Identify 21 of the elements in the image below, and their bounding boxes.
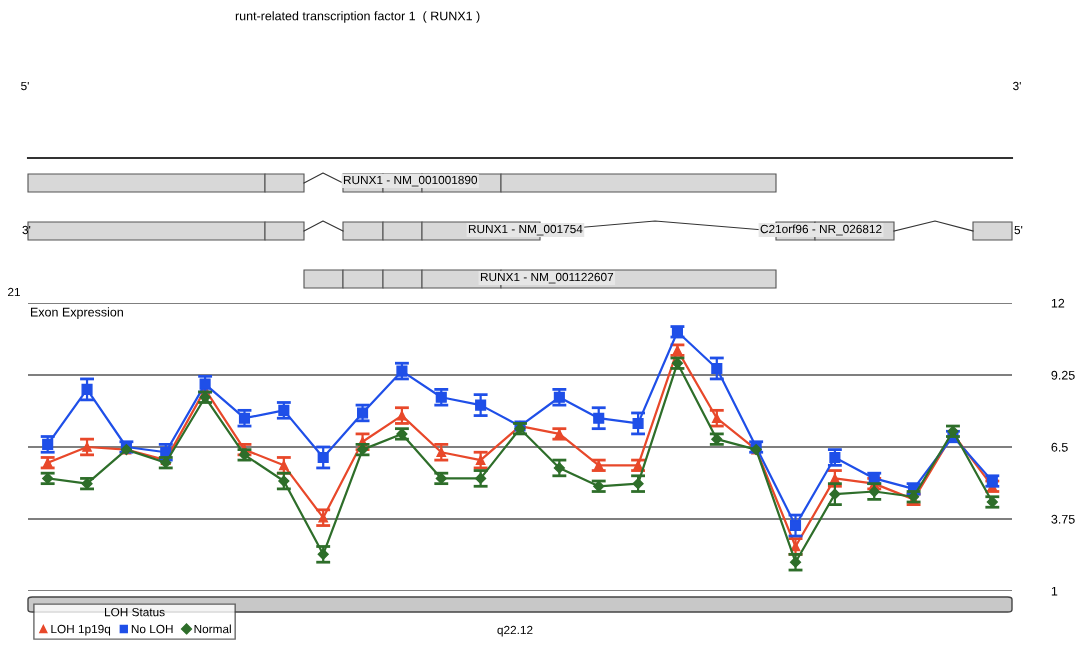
y-tick-label: 12 — [1051, 298, 1065, 308]
text: 5' — [21, 81, 29, 91]
y-tick-label: 6.5 — [1051, 442, 1068, 452]
text: 21 — [8, 287, 20, 297]
text: 3' — [22, 225, 31, 235]
y-tick-label: 3.75 — [1051, 514, 1075, 524]
legend-label: No LOH — [131, 624, 173, 634]
y-tick-label: 1 — [1051, 586, 1058, 596]
text: RUNX1 - NM_001001890 — [343, 175, 478, 187]
y-tick-label: 9.25 — [1051, 370, 1075, 380]
text: C21orf96 - NR_026812 — [760, 224, 882, 236]
text: 3' — [1013, 81, 1021, 91]
text: RUNX1 - NM_001122607 — [480, 272, 614, 284]
text: RUNX1 - NM_001754 — [468, 224, 583, 236]
legend-label: Normal — [194, 624, 231, 634]
legend-title: LOH Status — [105, 607, 165, 617]
legend-label: LOH 1p19q — [51, 624, 111, 636]
chart-title: runt-related transcription factor 1 ( RUNX1 ) — [235, 11, 480, 23]
text: 5' — [1014, 225, 1023, 235]
y-axis-title: Exon Expression — [30, 307, 123, 319]
text: q22.12 — [497, 625, 533, 637]
